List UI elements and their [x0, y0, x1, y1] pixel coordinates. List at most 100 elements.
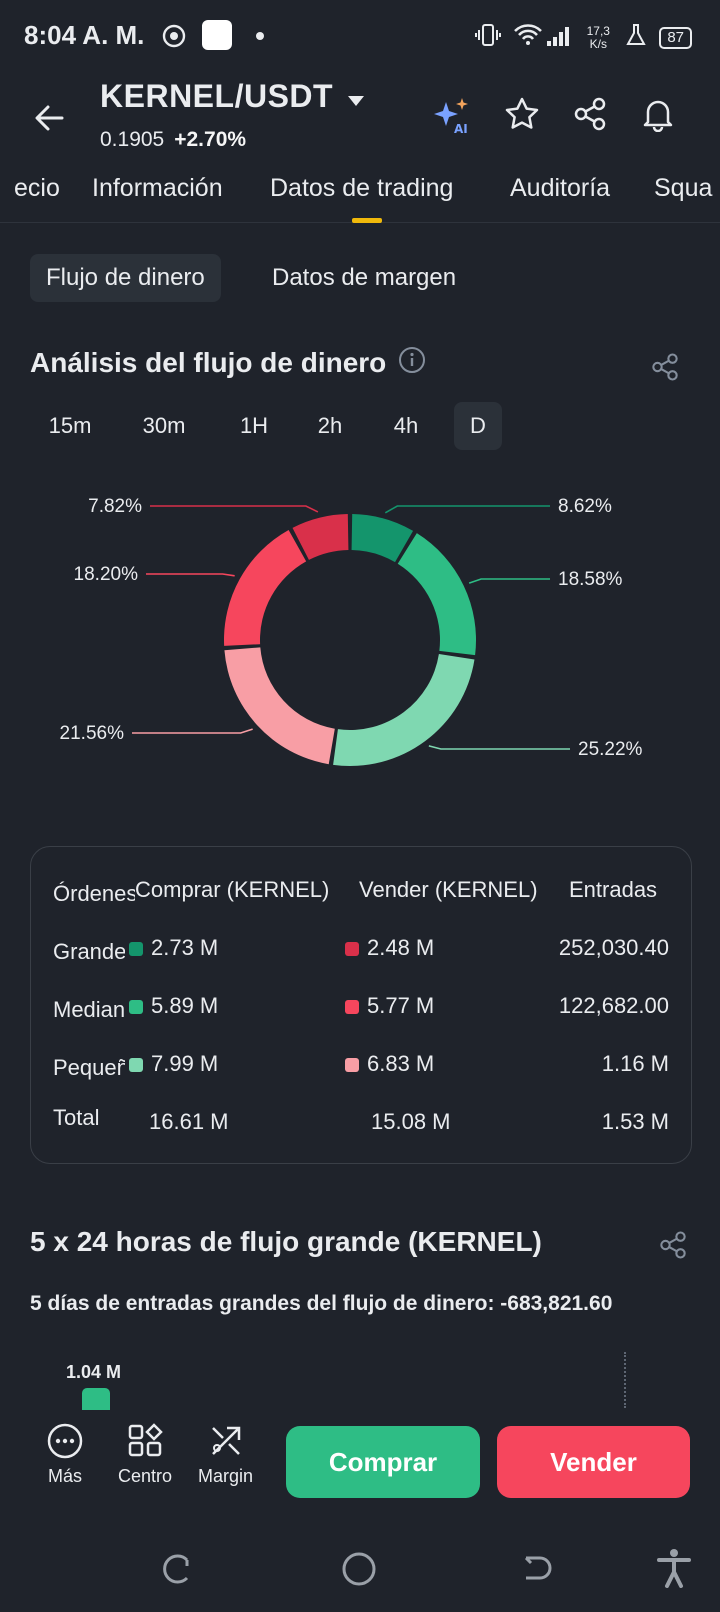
last-price: 0.1905 [100, 128, 165, 151]
period-30m[interactable]: 30m [142, 413, 186, 438]
main-tabs: ecio Información Datos de trading Audito… [0, 168, 720, 223]
period-d[interactable]: D [454, 402, 502, 450]
subtab-money-flow[interactable]: Flujo de dinero [30, 254, 221, 302]
chrome-icon [162, 24, 186, 53]
large-buy-swatch [129, 942, 143, 957]
period-15m[interactable]: 15m [48, 413, 92, 438]
total-inflow-value: 1.53 M [601, 1109, 669, 1134]
large-sell-swatch [345, 942, 359, 957]
tab-informacion[interactable]: Información [92, 174, 223, 202]
donut-leader-medium-sell [146, 573, 235, 577]
status-bar: 8:04 A. M. 17,3 K/s 87 [0, 0, 720, 72]
vibrate-icon [475, 22, 502, 53]
total-label: Total [53, 1105, 100, 1130]
share-icon[interactable] [572, 96, 608, 141]
bell-notification-icon[interactable] [640, 96, 676, 141]
large-buy-value: 2.73 M [151, 935, 219, 960]
flow-table: Órdenes Comprar (KERNEL) Vender (KERNEL)… [30, 846, 692, 1164]
donut-leader-small-buy [428, 745, 570, 750]
tab-datos-trading[interactable]: Datos de trading [270, 174, 454, 202]
accessibility-icon[interactable] [656, 1548, 692, 1593]
network-speed: 17,3 K/s [586, 23, 610, 51]
app-notification-icon [202, 20, 232, 50]
small-buy-swatch [129, 1058, 143, 1073]
donut-label-medium-sell: 18.20% [74, 564, 139, 585]
svg-text:AI: AI [454, 122, 468, 136]
margin-button[interactable]: Margin [198, 1422, 253, 1487]
donut-leader-large-sell [150, 505, 319, 513]
sell-button[interactable]: Vender [497, 1426, 690, 1498]
row-buy: 7.99 M [125, 1051, 219, 1077]
status-time: 8:04 A. M. [24, 20, 145, 50]
donut-label-large-sell: 7.82% [88, 496, 142, 517]
small-sell-value: 6.83 M [367, 1051, 435, 1076]
medium-sell-value: 5.77 M [367, 993, 435, 1018]
active-tab-indicator [352, 218, 382, 223]
row-sell: 6.83 M [345, 1051, 434, 1077]
money-flow-donut-chart: 8.62% 18.58% 25.22% 21.56% 18.20% 7.82% [60, 496, 643, 766]
analysis-share-icon[interactable] [650, 352, 680, 387]
row-label: Mediana [53, 997, 138, 1022]
pair-selector[interactable]: KERNEL/USDT [100, 78, 365, 115]
margin-label: Margin [198, 1466, 254, 1486]
chart-dotted-divider [624, 1352, 626, 1408]
donut-slice-large-sell [292, 514, 349, 560]
large-flow-share-icon[interactable] [658, 1230, 688, 1265]
donut-slice-medium-buy [397, 533, 477, 656]
star-favorite-icon[interactable] [504, 96, 540, 141]
donut-label-small-sell: 21.56% [60, 723, 125, 744]
tab-precio[interactable]: ecio [14, 174, 60, 202]
medium-buy-value: 5.89 M [151, 993, 219, 1018]
analysis-header: Análisis del flujo de dinero [30, 346, 426, 379]
donut-label-medium-buy: 18.58% [558, 569, 623, 590]
pair-title: KERNEL/USDT [100, 78, 334, 114]
analysis-title: Análisis del flujo de dinero [30, 346, 387, 378]
medium-inflow-value: 122,682.00 [558, 993, 669, 1018]
info-icon[interactable] [398, 346, 426, 379]
chevron-down-icon [347, 78, 365, 115]
header-orders: Órdenes [53, 881, 138, 906]
buy-button[interactable]: Comprar [286, 1426, 480, 1498]
row-sell: 5.77 M [345, 993, 434, 1019]
small-sell-swatch [345, 1058, 359, 1073]
tab-auditoria[interactable]: Auditoría [510, 174, 611, 202]
recent-apps-icon[interactable] [160, 1552, 194, 1591]
donut-slice-small-buy [333, 653, 475, 766]
small-inflow-value: 1.16 M [601, 1051, 669, 1076]
home-icon[interactable] [340, 1550, 378, 1593]
period-2h[interactable]: 2h [317, 413, 343, 438]
system-navigation-bar [0, 1520, 720, 1612]
price-line: 0.1905 +2.70% [100, 128, 246, 152]
row-buy: 5.89 M [125, 993, 219, 1019]
tab-square[interactable]: Squa [654, 174, 713, 202]
donut-leader-medium-buy [468, 578, 550, 584]
more-label: Más [47, 1466, 82, 1486]
period-4h[interactable]: 4h [393, 413, 419, 438]
total-buy-value: 16.61 M [149, 1109, 229, 1134]
back-arrow-icon[interactable] [28, 96, 72, 140]
donut-leader-large-buy [384, 505, 550, 514]
donut-label-large-buy: 8.62% [558, 496, 612, 517]
large-flow-title: 5 x 24 horas de flujo grande (KERNEL) [30, 1226, 542, 1257]
total-sell-value: 15.08 M [371, 1109, 451, 1134]
donut-leader-small-sell [132, 728, 253, 734]
header-sell: Vender (KERNEL) [359, 877, 538, 903]
large-flow-bar-label: 1.04 M [66, 1362, 122, 1382]
medium-sell-swatch [345, 1000, 359, 1015]
donut-slice-medium-sell [224, 529, 307, 646]
row-sell: 2.48 M [345, 935, 434, 961]
large-sell-value: 2.48 M [367, 935, 435, 960]
center-button[interactable]: Centro [118, 1422, 172, 1487]
row-buy: 2.73 M [125, 935, 219, 961]
more-button[interactable]: Más [46, 1422, 84, 1487]
donut-slice-small-sell [224, 647, 335, 765]
back-nav-icon[interactable] [520, 1552, 554, 1591]
period-1h[interactable]: 1H [239, 413, 269, 438]
center-label: Centro [118, 1466, 173, 1486]
lab-flask-icon [625, 23, 647, 52]
subtab-margin-data[interactable]: Datos de margen [272, 264, 457, 291]
ai-sparkle-icon[interactable]: AI [432, 96, 472, 141]
small-buy-value: 7.99 M [151, 1051, 219, 1076]
large-flow-bar [82, 1388, 110, 1410]
header-inflow: Entradas [569, 877, 658, 903]
